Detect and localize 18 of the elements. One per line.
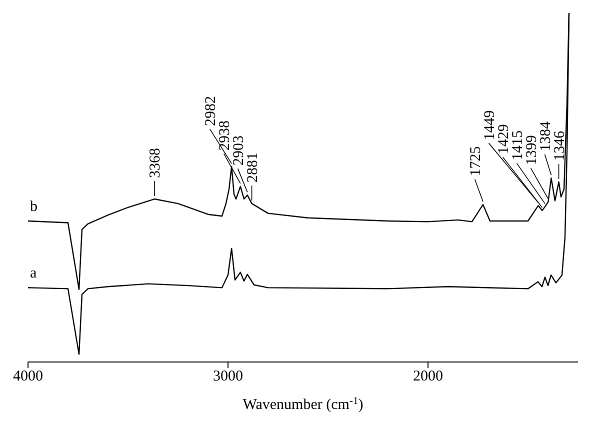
annotation: 2881 [244,152,261,183]
annotation: 2903 [230,136,247,166]
series-label: b [30,199,38,216]
x-axis-title: Wavenumber (cm$^{-1}$) [242,396,364,413]
annotation: 1415 [510,130,526,160]
annotation: 1384 [538,120,554,152]
x-tick-label: 4000 [13,368,43,385]
annotation: 1725 [468,146,484,176]
x-tick-label: 2000 [413,368,443,385]
annotation: 1346 [552,130,568,161]
series-label: a [30,266,37,282]
annotation: 2938 [216,120,233,151]
x-tick-label: 3000 [213,368,243,385]
annotation: 3368 [147,148,164,178]
annotation: 1449 [482,110,498,140]
annotation: 1399 [524,135,540,166]
annotation: 2982 [202,96,219,126]
annotation: 1429 [496,124,512,154]
